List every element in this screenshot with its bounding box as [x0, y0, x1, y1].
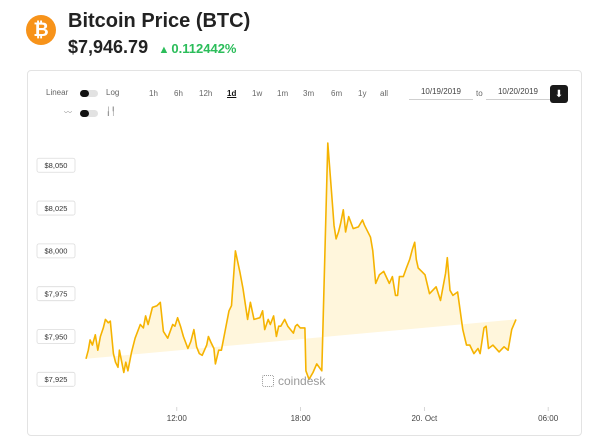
- price-area-fill: [86, 143, 516, 380]
- timeframe-all[interactable]: all: [380, 89, 389, 98]
- y-tick-label: $7,925: [45, 375, 68, 384]
- date-range-to-label: to: [476, 89, 483, 98]
- timeframe-1h[interactable]: 1h: [149, 89, 158, 98]
- download-icon: ⬇: [554, 88, 564, 100]
- chart-type-toggle[interactable]: [80, 110, 98, 117]
- timeframe-1w[interactable]: 1w: [252, 89, 263, 98]
- x-tick-label: 12:00: [167, 414, 188, 423]
- x-tick-label: 20. Oct: [411, 414, 438, 423]
- x-tick-label: 18:00: [291, 414, 312, 423]
- timeframe-6h[interactable]: 6h: [174, 89, 183, 98]
- price-row: $7,946.79 ▲ 0.112442%: [68, 37, 237, 58]
- y-tick-box: [36, 329, 76, 344]
- coindesk-logo-icon: [262, 375, 274, 387]
- coindesk-watermark: coindesk: [262, 374, 325, 388]
- y-tick-box: [36, 286, 76, 302]
- y-tick-label: $8,000: [45, 247, 68, 256]
- price-change-value: 0.112442%: [171, 41, 237, 56]
- bitcoin-logo-icon: ₿: [26, 15, 56, 45]
- price-change: ▲ 0.112442%: [159, 41, 237, 56]
- scale-linear-label: Linear: [46, 88, 69, 97]
- y-tick-label: $8,050: [45, 161, 68, 170]
- download-button[interactable]: ⬇: [550, 85, 568, 103]
- scale-log-label: Log: [106, 88, 120, 97]
- line-chart-icon: 〰: [64, 108, 72, 117]
- scale-toggle[interactable]: [80, 90, 98, 97]
- timeframe-1d[interactable]: 1d: [227, 89, 237, 98]
- y-tick-box: [36, 200, 76, 216]
- candlestick-icon: ╽╿: [106, 107, 116, 116]
- to-date-input[interactable]: 10/20/2019: [486, 85, 550, 100]
- y-tick-box: [36, 243, 76, 259]
- up-arrow-icon: ▲: [158, 44, 170, 56]
- timeframe-1m[interactable]: 1m: [277, 89, 289, 98]
- watermark-text: coindesk: [278, 374, 326, 388]
- toggle-knob: [80, 110, 89, 117]
- y-tick-box: [36, 157, 76, 173]
- y-tick-box: [36, 371, 76, 387]
- page-title: Bitcoin Price (BTC): [68, 10, 251, 32]
- x-tick-label: 06:00: [538, 414, 559, 423]
- y-tick-label: $7,950: [45, 332, 68, 341]
- timeframe-3m[interactable]: 3m: [303, 89, 315, 98]
- y-tick-label: $7,975: [45, 289, 68, 298]
- current-price: $7,946.79: [68, 37, 149, 57]
- price-line: [85, 142, 517, 381]
- from-date-input[interactable]: 10/19/2019: [409, 85, 473, 100]
- timeframe-6m[interactable]: 6m: [331, 89, 343, 98]
- chart-card: $8,050 $8,025 $8,000 $7,975 $7,950 $7,925 12:0…: [27, 70, 582, 436]
- timeframe-12h[interactable]: 12h: [199, 89, 213, 98]
- y-tick-label: $8,025: [45, 204, 68, 213]
- toggle-knob: [80, 90, 89, 97]
- price-chart: $8,050 $8,025 $8,000 $7,975 $7,950 $7,925 12:0…: [36, 142, 559, 423]
- timeframe-1y[interactable]: 1y: [358, 89, 367, 98]
- coin-header: ₿ Bitcoin Price (BTC) $7,946.79 ▲ 0.11244…: [26, 10, 566, 62]
